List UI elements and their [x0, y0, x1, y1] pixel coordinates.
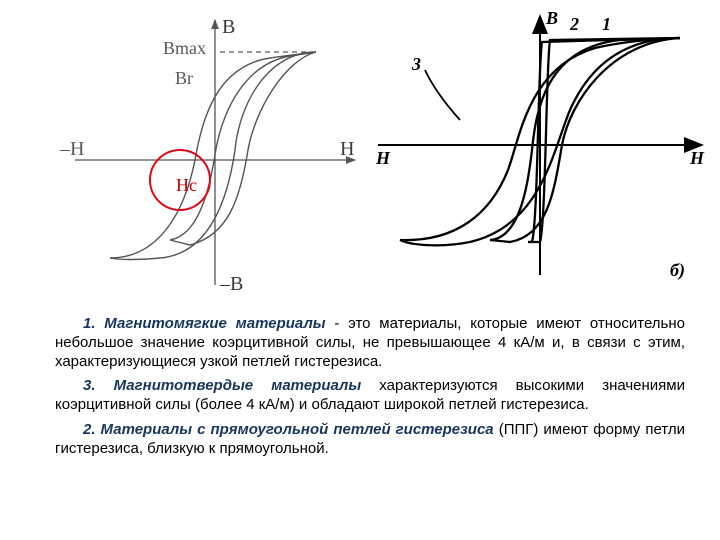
- page: B –B H –H Bmax Br Hc: [0, 0, 720, 540]
- text-body: 1. Магнитомягкие материалы - это материа…: [55, 315, 685, 464]
- outer-loop-up: [110, 52, 316, 258]
- label-H: H: [340, 138, 354, 161]
- left-hysteresis-plot: B –B H –H Bmax Br Hc: [60, 10, 360, 300]
- para-3-lead: 2. Материалы с прямоугольной петлей гист…: [83, 421, 494, 438]
- label-minusB: –B: [220, 273, 243, 296]
- para-1: 1. Магнитомягкие материалы - это материа…: [55, 315, 685, 371]
- label-minusH: –H: [60, 138, 84, 161]
- label-H-left: H: [376, 148, 390, 169]
- right-hysteresis-plot: B H H 1 2 3 б): [370, 10, 710, 300]
- label-Bmax: Bmax: [163, 38, 206, 59]
- label-3: 3: [412, 54, 421, 75]
- para-1-lead: 1. Магнитомягкие материалы: [83, 315, 326, 332]
- label-Br: Br: [175, 68, 193, 89]
- label-1: 1: [602, 14, 611, 35]
- para-2: 3. Магнитотвердые материалы характеризую…: [55, 377, 685, 415]
- label-H-right: H: [690, 148, 704, 169]
- rect-loop-up: [528, 38, 680, 242]
- rect-loop-down: [528, 38, 680, 242]
- label-Hc: Hc: [176, 175, 197, 196]
- panel-label: б): [670, 260, 685, 281]
- leader-3: [425, 70, 460, 120]
- label-2: 2: [570, 14, 579, 35]
- outer-loop-down: [110, 52, 316, 260]
- right-plot-svg: [370, 10, 710, 300]
- figures-row: B –B H –H Bmax Br Hc: [0, 0, 720, 310]
- para-2-lead: 3. Магнитотвердые материалы: [83, 377, 361, 394]
- label-B-right: B: [546, 8, 558, 29]
- para-3: 2. Материалы с прямоугольной петлей гист…: [55, 421, 685, 459]
- label-B: B: [222, 16, 235, 39]
- left-plot-svg: [60, 10, 360, 300]
